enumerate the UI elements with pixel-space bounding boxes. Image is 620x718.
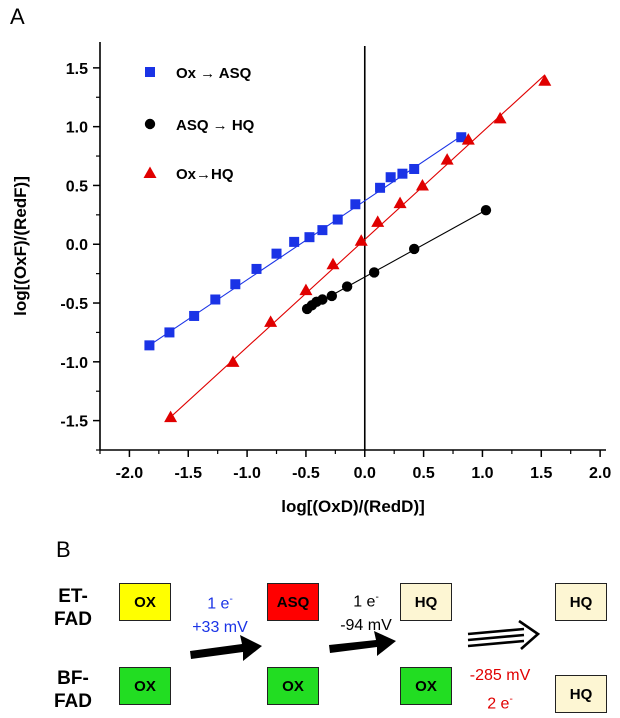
data-point-series-3 (393, 196, 407, 209)
x-tick-label: -1.5 (174, 465, 202, 482)
row2-label-line1: BF- (57, 668, 89, 689)
data-point-series-1 (271, 248, 282, 259)
box-et-hq-final: HQ (555, 583, 607, 621)
y-tick-label: -0.5 (60, 296, 88, 313)
legend-label-2: ASQ → HQ (176, 117, 255, 134)
data-point-series-1 (375, 182, 386, 193)
data-point-series-3 (354, 234, 368, 246)
data-point-series-3 (371, 215, 385, 227)
step1-annotation: 1 e- +33 mV (176, 588, 264, 640)
box-bf-ox-3: OX (400, 667, 452, 705)
data-point-series-1 (189, 310, 200, 321)
data-point-series-1 (350, 199, 361, 210)
x-tick-label: -0.5 (292, 465, 320, 482)
y-tick-label: -1.5 (60, 414, 88, 431)
x-tick-label: -1.0 (233, 465, 261, 482)
box-et-asq: ASQ (267, 583, 319, 621)
step2-electrons: 1 e- (353, 592, 379, 611)
data-point-series-1 (251, 263, 262, 274)
step1-potential: +33 mV (192, 619, 248, 637)
step2-annotation: 1 e- -94 mV (322, 586, 410, 638)
legend-marker-1 (145, 67, 155, 77)
x-tick-label: 0.5 (412, 465, 434, 482)
data-point-series-3 (415, 178, 429, 191)
data-point-series-1 (332, 214, 343, 225)
y-tick-label: 0.0 (66, 237, 88, 254)
data-point-series-1 (164, 327, 175, 338)
step3-potential: -285 mV (469, 667, 531, 684)
row-label-et-fad: ET- FAD (38, 585, 108, 631)
double-arrow-step3 (467, 619, 541, 650)
row2-label-line2: FAD (54, 691, 92, 712)
legend-marker-2 (144, 118, 156, 130)
row1-label-line2: FAD (54, 609, 92, 630)
data-point-series-1 (144, 340, 155, 351)
row-label-bf-fad: BF- FAD (38, 667, 108, 713)
panel-a-label: A (10, 4, 25, 29)
box-et-ox: OX (119, 583, 171, 621)
x-tick-label: 1.5 (530, 465, 552, 482)
y-tick-label: 1.0 (66, 120, 88, 137)
panel-b-label: B (56, 537, 71, 562)
data-point-series-3 (164, 410, 178, 423)
data-point-series-2 (408, 243, 420, 255)
data-point-series-3 (493, 111, 507, 124)
step3-annotation: -285 mV 2 e- (455, 664, 545, 716)
data-point-series-3 (440, 153, 454, 165)
legend-marker-3 (143, 166, 157, 178)
y-tick-label: 1.5 (66, 61, 88, 78)
data-point-series-1 (317, 225, 328, 236)
x-tick-label: 1.0 (471, 465, 493, 482)
y-tick-label: -1.0 (60, 355, 88, 372)
x-tick-label: 2.0 (589, 465, 611, 482)
data-point-series-2 (341, 281, 353, 292)
step3-electrons: 2 e- (487, 694, 513, 713)
data-point-series-2 (326, 290, 338, 302)
data-point-series-1 (409, 163, 420, 174)
legend-label-3: Ox→HQ (176, 166, 234, 183)
x-tick-label: -2.0 (116, 465, 144, 482)
data-point-series-1 (385, 172, 396, 183)
data-point-series-1 (289, 236, 300, 247)
data-point-series-1 (210, 294, 221, 305)
box-et-hq: HQ (400, 583, 452, 621)
data-point-series-3 (264, 315, 278, 327)
fit-line-series-2 (306, 209, 487, 310)
row1-label-line1: ET- (58, 586, 88, 607)
x-tick-label: 0.0 (354, 465, 376, 482)
data-point-series-1 (230, 279, 241, 290)
x-axis-label: log[(OxD)/(RedD)] (281, 497, 425, 516)
data-point-series-2 (368, 267, 380, 278)
data-point-series-1 (397, 168, 408, 179)
chart-a: -2.0 -1.5 -1.0 -0.5 0.0 0.5 1.0 1.5 2.0 -1.5 -1.0 -… (11, 42, 611, 516)
y-tick-label: 0.5 (66, 178, 88, 195)
box-bf-hq-final: HQ (555, 675, 607, 713)
data-point-series-1 (456, 132, 467, 143)
step2-potential: -94 mV (340, 617, 392, 635)
data-point-series-3 (299, 283, 313, 296)
data-point-series-2 (317, 294, 328, 305)
data-point-series-3 (538, 74, 552, 86)
data-point-series-2 (480, 204, 492, 216)
data-point-series-3 (226, 355, 240, 367)
box-bf-ox: OX (119, 667, 171, 705)
data-point-series-3 (326, 257, 340, 270)
box-bf-ox-2: OX (267, 667, 319, 705)
step1-electrons: 1 e- (207, 594, 233, 613)
data-point-series-1 (304, 232, 315, 243)
arrow-step1 (190, 635, 262, 661)
data-point-series-3 (461, 133, 475, 145)
arrow-step2 (329, 631, 396, 656)
y-axis-label: log[(OxF)/(RedF)] (11, 176, 30, 316)
legend-label-1: Ox → ASQ (176, 65, 252, 82)
